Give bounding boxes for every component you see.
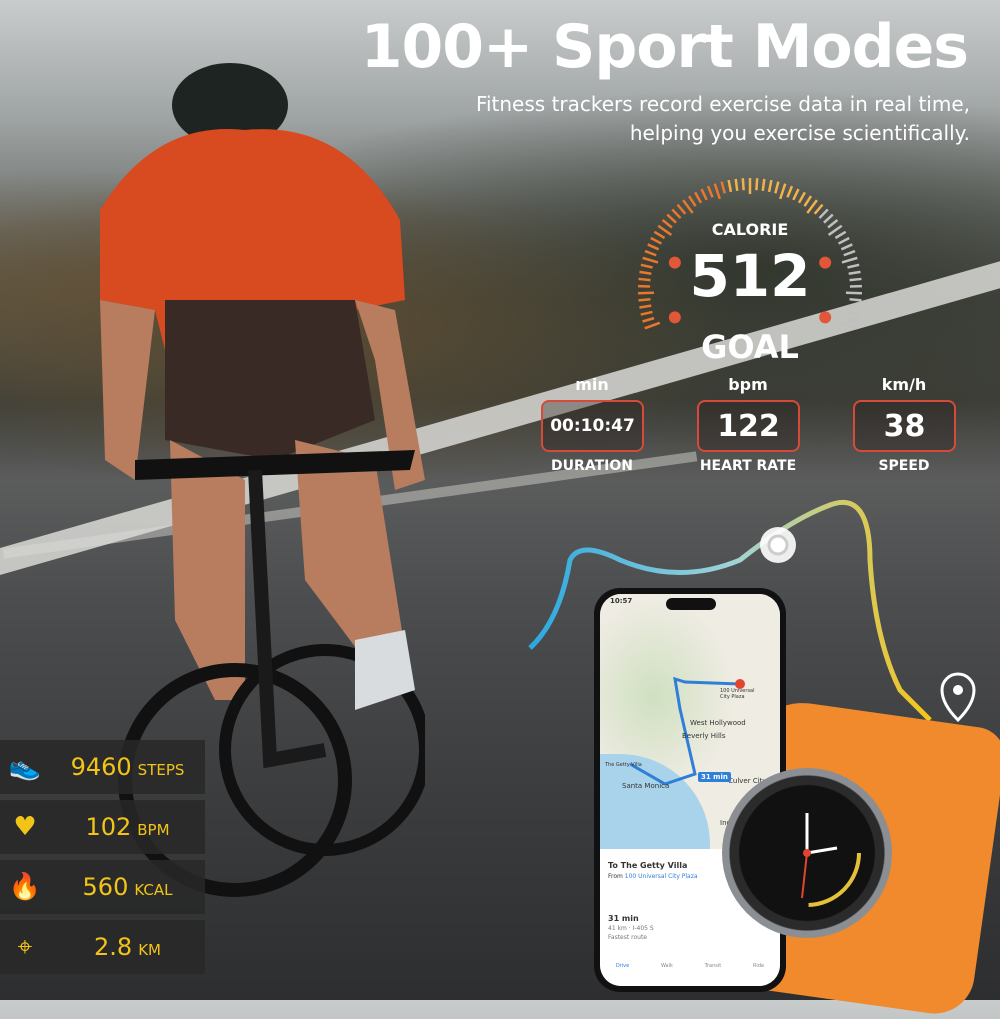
flame-icon: 🔥 (0, 872, 50, 902)
from-label: From (608, 873, 623, 880)
map-label: Santa Monica (622, 782, 669, 790)
heart-pulse-icon: ♥ (0, 812, 50, 842)
stat-distance: ⌖ 2.8 KM (0, 920, 205, 974)
stat-heart-rate: ♥ 102 BPM (0, 800, 205, 854)
stat-value: 560 (83, 873, 129, 901)
map-label: West Hollywood (690, 719, 746, 727)
stat-value: 2.8 (94, 933, 132, 961)
stat-unit: KCAL (134, 881, 172, 899)
stat-value: 9460 (71, 753, 132, 781)
smartwatch (722, 768, 892, 938)
map-label: Beverly Hills (682, 732, 726, 740)
location-pin-icon: ⌖ (0, 932, 50, 963)
tab-walk[interactable]: Walk (661, 963, 673, 969)
origin-link[interactable]: 100 Universal City Plaza (625, 873, 698, 880)
tab-ride[interactable]: Ride (753, 963, 764, 969)
stat-unit: STEPS (138, 761, 185, 779)
destination-pin-icon (942, 674, 974, 720)
stat-unit: KM (138, 941, 161, 959)
status-time: 10:57 (610, 597, 632, 605)
stat-steps: 👟 9460 STEPS (0, 740, 205, 794)
map-label: The Getty Villa (605, 762, 642, 768)
shoe-icon: 👟 (0, 752, 50, 782)
stat-unit: BPM (137, 821, 169, 839)
watch-face (722, 768, 892, 938)
stat-value: 102 (85, 813, 131, 841)
tab-transit[interactable]: Transit (705, 963, 722, 969)
dynamic-island (666, 598, 716, 610)
map-label: 100 Universal City Plaza (720, 688, 764, 700)
tab-drive[interactable]: Drive (616, 963, 629, 969)
stat-calories: 🔥 560 KCAL (0, 860, 205, 914)
